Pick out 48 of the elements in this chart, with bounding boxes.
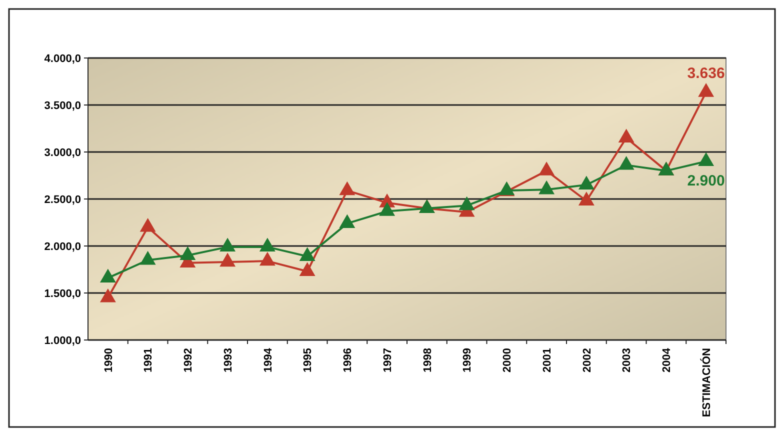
y-tick-label: 2.000,0: [44, 240, 81, 253]
point: [140, 218, 156, 232]
point: [259, 238, 276, 252]
point: [698, 152, 714, 166]
x-tick-label: 1993: [222, 348, 234, 372]
x-tick-label: 2001: [541, 348, 554, 372]
x-tick-label: 2003: [621, 348, 634, 372]
data-label: 3.636: [687, 65, 725, 82]
point: [299, 262, 316, 276]
point: [618, 156, 634, 170]
point: [698, 83, 714, 97]
x-tick-label: 1997: [382, 348, 394, 372]
x-tick-label: 1998: [422, 348, 434, 372]
x-tick-label: 2000: [502, 348, 514, 372]
y-tick-label: 1.000,0: [44, 334, 81, 347]
y-tick-label: 1.500,0: [44, 288, 81, 300]
x-tick-label: 1990: [102, 348, 115, 372]
point: [100, 268, 116, 283]
x-tick-label: 1999: [462, 348, 474, 372]
point: [618, 128, 634, 142]
point: [538, 162, 555, 176]
point: [299, 247, 316, 261]
x-tick-label: 1996: [342, 348, 354, 372]
x-tick-label: 1994: [262, 347, 274, 372]
x-tick-label: 2004: [661, 347, 674, 372]
y-tick-label: 4.000,0: [44, 52, 81, 65]
point: [578, 176, 594, 190]
point: [220, 238, 236, 252]
data-label: 2.900: [687, 172, 725, 190]
y-tick-label: 3.500,0: [44, 100, 81, 112]
point: [140, 250, 156, 265]
point: [180, 246, 196, 260]
y-tick-label: 3.000,0: [44, 146, 81, 159]
point: [379, 202, 396, 216]
point: [339, 214, 356, 228]
point: [538, 180, 555, 194]
point: [339, 181, 356, 196]
point: [220, 252, 236, 267]
x-tick-label: 1992: [182, 348, 195, 372]
point: [259, 252, 276, 266]
point: [458, 196, 475, 210]
x-tick-label: 1991: [142, 348, 155, 372]
x-tick-label: 1995: [302, 348, 314, 372]
point: [578, 192, 594, 206]
point: [100, 288, 116, 302]
y-tick-label: 2.500,0: [44, 194, 81, 206]
x-tick-label: ESTIMACIÓN: [700, 348, 713, 418]
x-tick-label: 2002: [581, 348, 594, 372]
